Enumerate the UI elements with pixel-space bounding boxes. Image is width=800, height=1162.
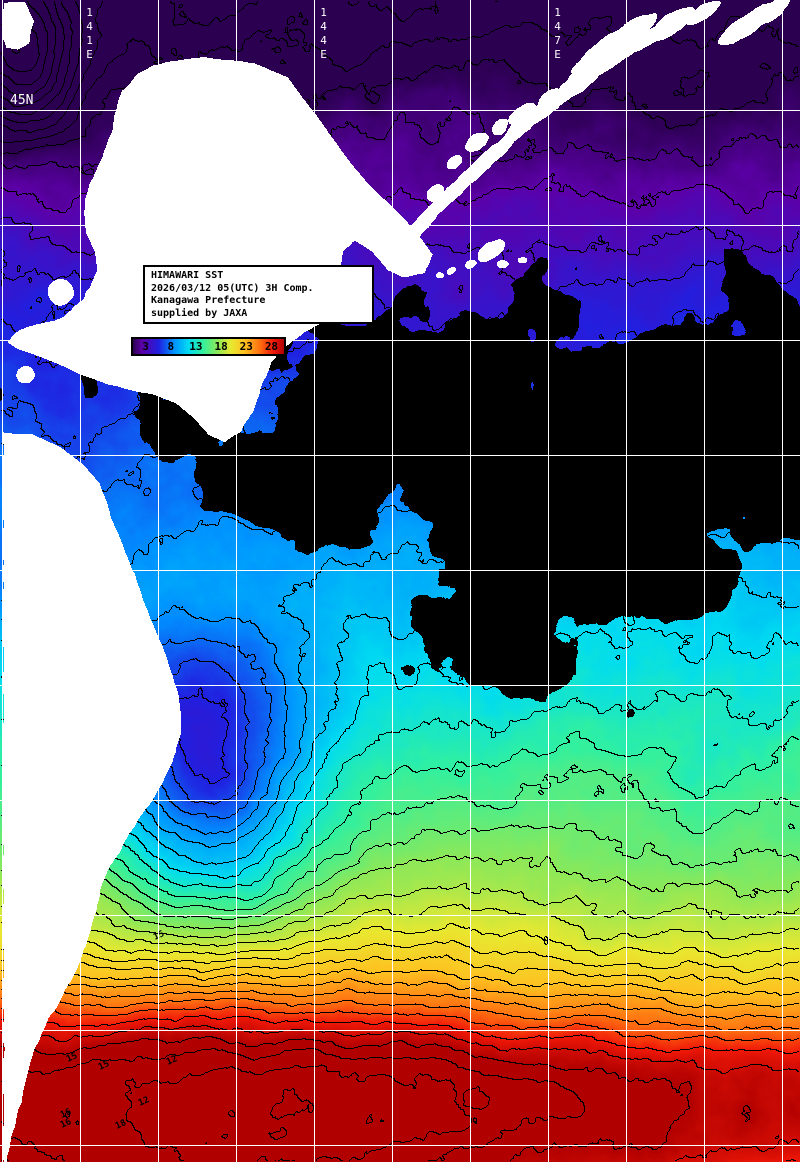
info-line-region: Kanagawa Prefecture	[151, 295, 266, 306]
info-line-product: HIMAWARI SST	[151, 270, 224, 281]
latitude-label: 45N	[10, 93, 34, 108]
colorbar-tick: 18	[214, 340, 228, 353]
colorbar-tick: 23	[239, 340, 253, 353]
info-line-datetime: 2026/03/12 05(UTC) 3H Comp.	[151, 282, 314, 294]
info-line-credit: supplied by JAXA	[151, 307, 248, 319]
info-box: HIMAWARI SST 2026/03/12 05(UTC) 3H Comp.…	[143, 265, 374, 324]
colorbar-gradient	[133, 339, 284, 354]
longitude-label: 144E	[317, 6, 330, 62]
colorbar-ticks: 3 8 13 18 23 28	[133, 339, 284, 354]
colorbar-tick: 3	[142, 340, 149, 353]
longitude-label: 141E	[83, 6, 96, 62]
colorbar: 3 8 13 18 23 28	[131, 337, 286, 356]
colorbar-tick: 28	[264, 340, 279, 353]
longitude-label: 147E	[551, 6, 564, 62]
colorbar-tick: 13	[189, 340, 203, 353]
colorbar-tick: 8	[167, 340, 175, 353]
